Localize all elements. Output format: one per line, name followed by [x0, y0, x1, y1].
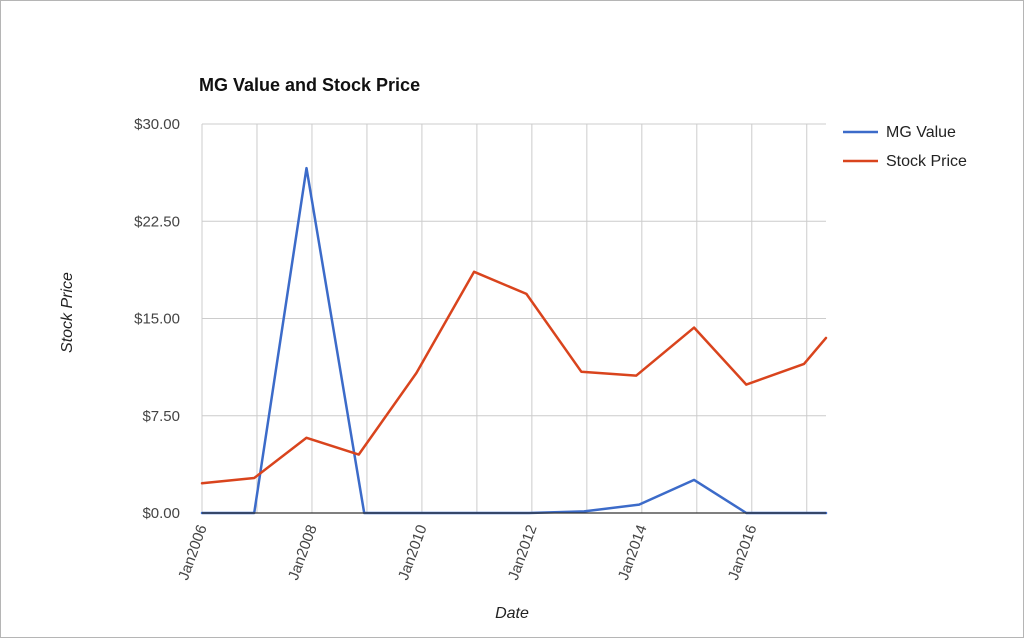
y-tick-label: $30.00: [134, 116, 180, 133]
y-tick-label: $0.00: [142, 505, 180, 522]
mg-value-line: [200, 166, 828, 515]
x-axis-ticks: Jan2006 Jan2008 Jan2010 Jan2012 Jan2014 Jan20…: [175, 523, 760, 583]
y-axis-ticks: $0.00 $7.50 $15.00 $22.50 $30.00: [134, 116, 180, 522]
x-tick-label: Jan2014: [615, 523, 651, 583]
legend-label: Stock Price: [886, 153, 967, 170]
y-axis-title: Stock Price: [59, 272, 76, 353]
stock-price-line: [200, 270, 828, 485]
y-tick-label: $22.50: [134, 213, 180, 230]
x-axis-title: Date: [495, 605, 529, 622]
grid-lines: [201, 123, 826, 513]
x-tick-label: Jan2012: [505, 523, 541, 583]
y-tick-label: $7.50: [142, 408, 180, 425]
y-tick-label: $15.00: [134, 311, 180, 328]
x-tick-label: Jan2016: [725, 523, 761, 583]
x-tick-label: Jan2010: [395, 523, 431, 583]
legend-label: MG Value: [886, 124, 956, 141]
chart-title: MG Value and Stock Price: [199, 75, 421, 95]
legend: MG Value Stock Price: [843, 124, 967, 170]
series-lines: [200, 166, 828, 515]
x-tick-label: Jan2006: [175, 523, 211, 583]
x-tick-label: Jan2008: [285, 523, 321, 583]
